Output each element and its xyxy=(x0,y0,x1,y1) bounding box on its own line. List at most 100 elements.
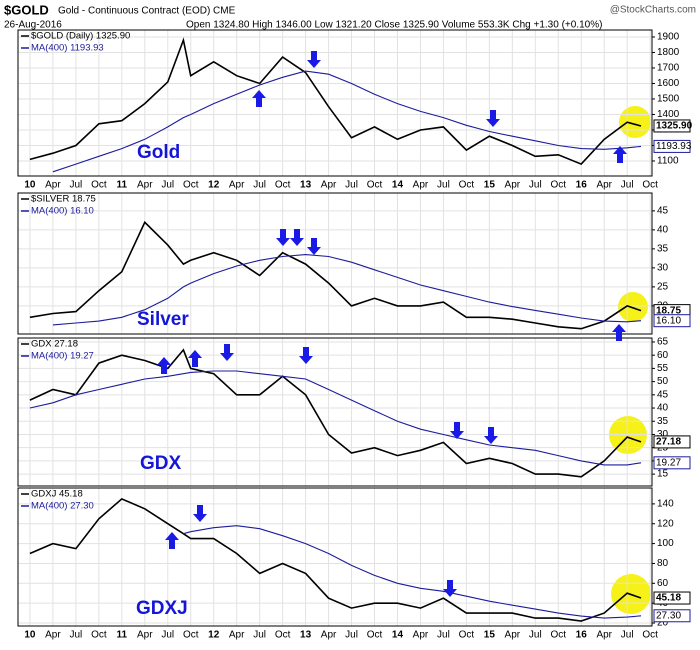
y-tick-label: 1900 xyxy=(657,32,680,43)
y-tick-label: 15 xyxy=(657,469,669,480)
x-tick-label: Apr xyxy=(596,180,612,191)
x-tick-label: Oct xyxy=(550,630,566,641)
x-tick-label: Oct xyxy=(183,180,199,191)
y-tick-label: 100 xyxy=(657,538,674,549)
panel-label: Silver xyxy=(137,309,189,330)
legend-label: MA(400) 1193.93 xyxy=(31,43,104,54)
last-value-label: 1325.90 xyxy=(656,121,693,132)
legend-label: $GOLD (Daily) 1325.90 xyxy=(31,31,130,42)
highlight-circle xyxy=(618,292,648,322)
x-tick-label: Oct xyxy=(367,180,383,191)
x-tick-label: Oct xyxy=(459,180,475,191)
y-tick-label: 45 xyxy=(657,206,669,217)
x-tick-label: 13 xyxy=(300,630,312,641)
x-tick-label: Apr xyxy=(137,630,153,641)
y-tick-label: 80 xyxy=(657,558,669,569)
series-line xyxy=(29,37,642,166)
plot-frame xyxy=(17,487,653,627)
x-tick-label: Jul xyxy=(529,180,542,191)
arrow xyxy=(290,229,304,246)
x-tick-label: 13 xyxy=(300,180,312,191)
x-tick-label: 10 xyxy=(24,630,36,641)
x-tick-label: Apr xyxy=(505,180,521,191)
x-tick-label: Jul xyxy=(437,630,450,641)
y-tick-label: 35 xyxy=(657,244,669,255)
x-tick-label: Jul xyxy=(253,630,266,641)
arrow xyxy=(307,238,321,255)
panel-label: GDXJ xyxy=(136,598,188,619)
last-value-label: 27.18 xyxy=(656,437,681,448)
arrow xyxy=(307,51,321,68)
date: 26-Aug-2016 xyxy=(4,20,62,31)
x-tick-label: 15 xyxy=(484,630,496,641)
legend-label: MA(400) 27.30 xyxy=(31,501,94,512)
last-value-label: 19.27 xyxy=(656,457,681,468)
x-tick-label: Jul xyxy=(529,630,542,641)
y-tick-label: 1600 xyxy=(657,78,680,89)
y-tick-label: 60 xyxy=(657,350,669,361)
panel-label: GDX xyxy=(140,453,182,474)
x-tick-label: Oct xyxy=(550,180,566,191)
last-value-label: 45.18 xyxy=(656,593,681,604)
y-tick-label: 40 xyxy=(657,225,669,236)
highlight-circle xyxy=(609,416,647,454)
last-value-box xyxy=(653,591,691,605)
highlight-circle xyxy=(619,106,651,138)
series-line xyxy=(29,497,642,622)
series-line xyxy=(183,525,642,619)
y-tick-label: 120 xyxy=(657,518,674,529)
x-tick-label: Oct xyxy=(642,630,658,641)
y-tick-label: 50 xyxy=(657,376,669,387)
y-tick-label: 55 xyxy=(657,363,669,374)
y-tick-label: 45 xyxy=(657,389,669,400)
x-tick-label: Apr xyxy=(413,630,429,641)
arrow xyxy=(193,505,207,522)
last-value-box xyxy=(653,139,691,153)
x-tick-label: 14 xyxy=(392,630,404,641)
x-tick-label: Jul xyxy=(69,180,82,191)
arrow xyxy=(220,344,234,361)
x-tick-label: Apr xyxy=(45,180,61,191)
y-tick-label: 65 xyxy=(657,337,669,348)
x-tick-label: Apr xyxy=(321,630,337,641)
x-tick-label: 14 xyxy=(392,180,404,191)
x-tick-label: Oct xyxy=(642,180,658,191)
panel-label: Gold xyxy=(137,142,180,163)
x-tick-label: Oct xyxy=(459,630,475,641)
x-tick-label: Jul xyxy=(621,180,634,191)
arrow xyxy=(276,229,290,246)
series-line xyxy=(29,348,642,478)
plot-frame xyxy=(17,192,653,335)
last-value-label: 18.75 xyxy=(656,305,681,316)
x-tick-label: Jul xyxy=(437,180,450,191)
x-tick-label: Oct xyxy=(367,630,383,641)
plots: 10 Apr Jul Oct 11 Apr Jul Oct 12 Apr Jul Oct 13 Apr Ju… xyxy=(17,29,693,641)
x-tick-label: Oct xyxy=(91,630,107,641)
x-tick-label: Oct xyxy=(91,180,107,191)
x-tick-label: Jul xyxy=(345,630,358,641)
x-tick-label: Jul xyxy=(345,180,358,191)
x-tick-label: Oct xyxy=(183,630,199,641)
x-tick-label: 15 xyxy=(484,180,496,191)
symbol: $GOLD xyxy=(4,2,49,17)
x-tick-label: Apr xyxy=(137,180,153,191)
y-tick-label: 30 xyxy=(657,429,669,440)
x-tick-label: Jul xyxy=(161,180,174,191)
series-line xyxy=(52,70,642,173)
x-tick-label: Apr xyxy=(229,630,245,641)
quote: Open 1324.80 High 1346.00 Low 1321.20 Cl… xyxy=(186,20,602,31)
legend-label: GDX 27.18 xyxy=(31,339,78,350)
last-value-label: 27.30 xyxy=(656,610,681,621)
arrows xyxy=(157,51,627,597)
y-tick-label: 1100 xyxy=(657,156,679,167)
y-tick-label: 1500 xyxy=(657,94,680,105)
x-tick-label: 11 xyxy=(117,630,128,641)
x-tick-label: Apr xyxy=(505,630,521,641)
x-tick-label: Apr xyxy=(413,180,429,191)
x-tick-label: Oct xyxy=(275,180,291,191)
arrow xyxy=(484,427,498,444)
x-tick-label: Apr xyxy=(596,630,612,641)
x-tick-label: Jul xyxy=(253,180,266,191)
y-tick-label: 40 xyxy=(657,403,669,414)
